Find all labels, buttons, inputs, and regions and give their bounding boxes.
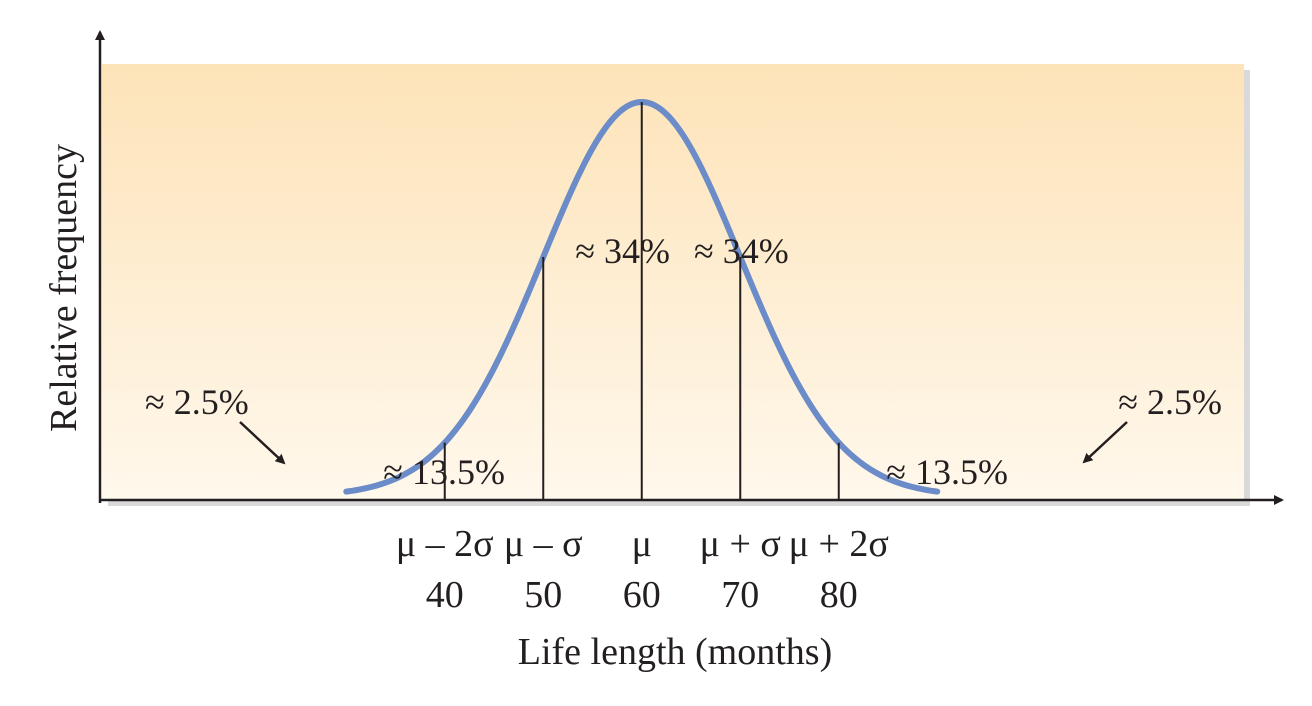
x-tick-labels: μ – 2σ 40 μ – σ 50 μ 60 μ + σ 70 μ + 2σ 80	[396, 523, 889, 616]
tick-symbol-40: μ – 2σ	[396, 523, 494, 565]
plot-background	[102, 64, 1244, 500]
tail-label-right: ≈ 2.5%	[1118, 382, 1222, 422]
tick-symbol-60: μ	[632, 523, 652, 565]
tick-symbol-70: μ + σ	[700, 523, 781, 565]
tick-label-70: 70	[721, 574, 759, 616]
tick-symbol-50: μ – σ	[504, 523, 583, 565]
region-label-60-70: ≈ 34%	[694, 231, 789, 271]
region-label-50-60: ≈ 34%	[575, 231, 670, 271]
tick-symbol-80: μ + 2σ	[789, 523, 889, 565]
x-axis-label: Life length (months)	[518, 631, 832, 673]
tick-label-50: 50	[524, 574, 562, 616]
tail-arrow-left	[239, 421, 286, 465]
tail-arrow-right	[1082, 421, 1128, 464]
sigma-lines	[443, 102, 840, 500]
tail-label-left: ≈ 2.5%	[145, 382, 249, 422]
tick-label-40: 40	[426, 574, 464, 616]
tick-label-60: 60	[623, 574, 661, 616]
region-label-70-80: ≈ 13.5%	[886, 452, 1008, 492]
tick-label-80: 80	[820, 574, 858, 616]
region-label-40-50: ≈ 13.5%	[383, 452, 505, 492]
y-axis-label: Relative frequency	[43, 144, 85, 432]
